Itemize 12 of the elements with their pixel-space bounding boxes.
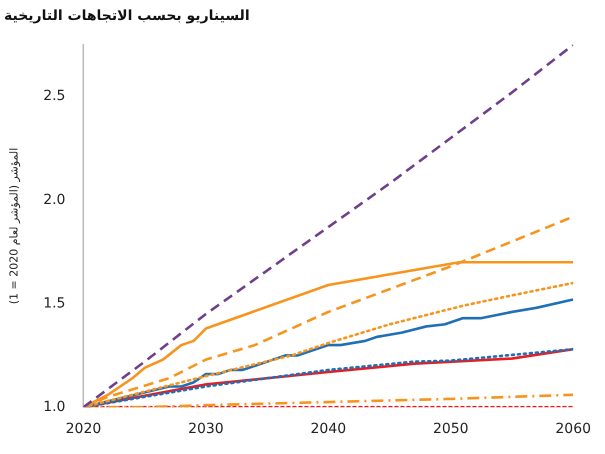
y-tick-label: 2.5 (43, 88, 66, 104)
x-tick-label: 2050 (432, 421, 469, 438)
chart-title: السيناريو بحسب الاتجاهات التاريخية (4, 8, 250, 24)
y-tick-label: 1.0 (43, 398, 66, 415)
x-tick-label: 2030 (188, 421, 224, 438)
y-axis-title: المؤشر (المؤشر لعام 2020 = 1) (7, 148, 20, 304)
y-tick-label: 1.5 (43, 295, 66, 312)
line-series (83, 44, 574, 408)
y-tick-label: 2.0 (43, 192, 66, 208)
x-tick-label: 2040 (310, 421, 346, 438)
x-tick-label: 2020 (66, 421, 102, 438)
x-tick-label: 2060 (555, 421, 592, 438)
